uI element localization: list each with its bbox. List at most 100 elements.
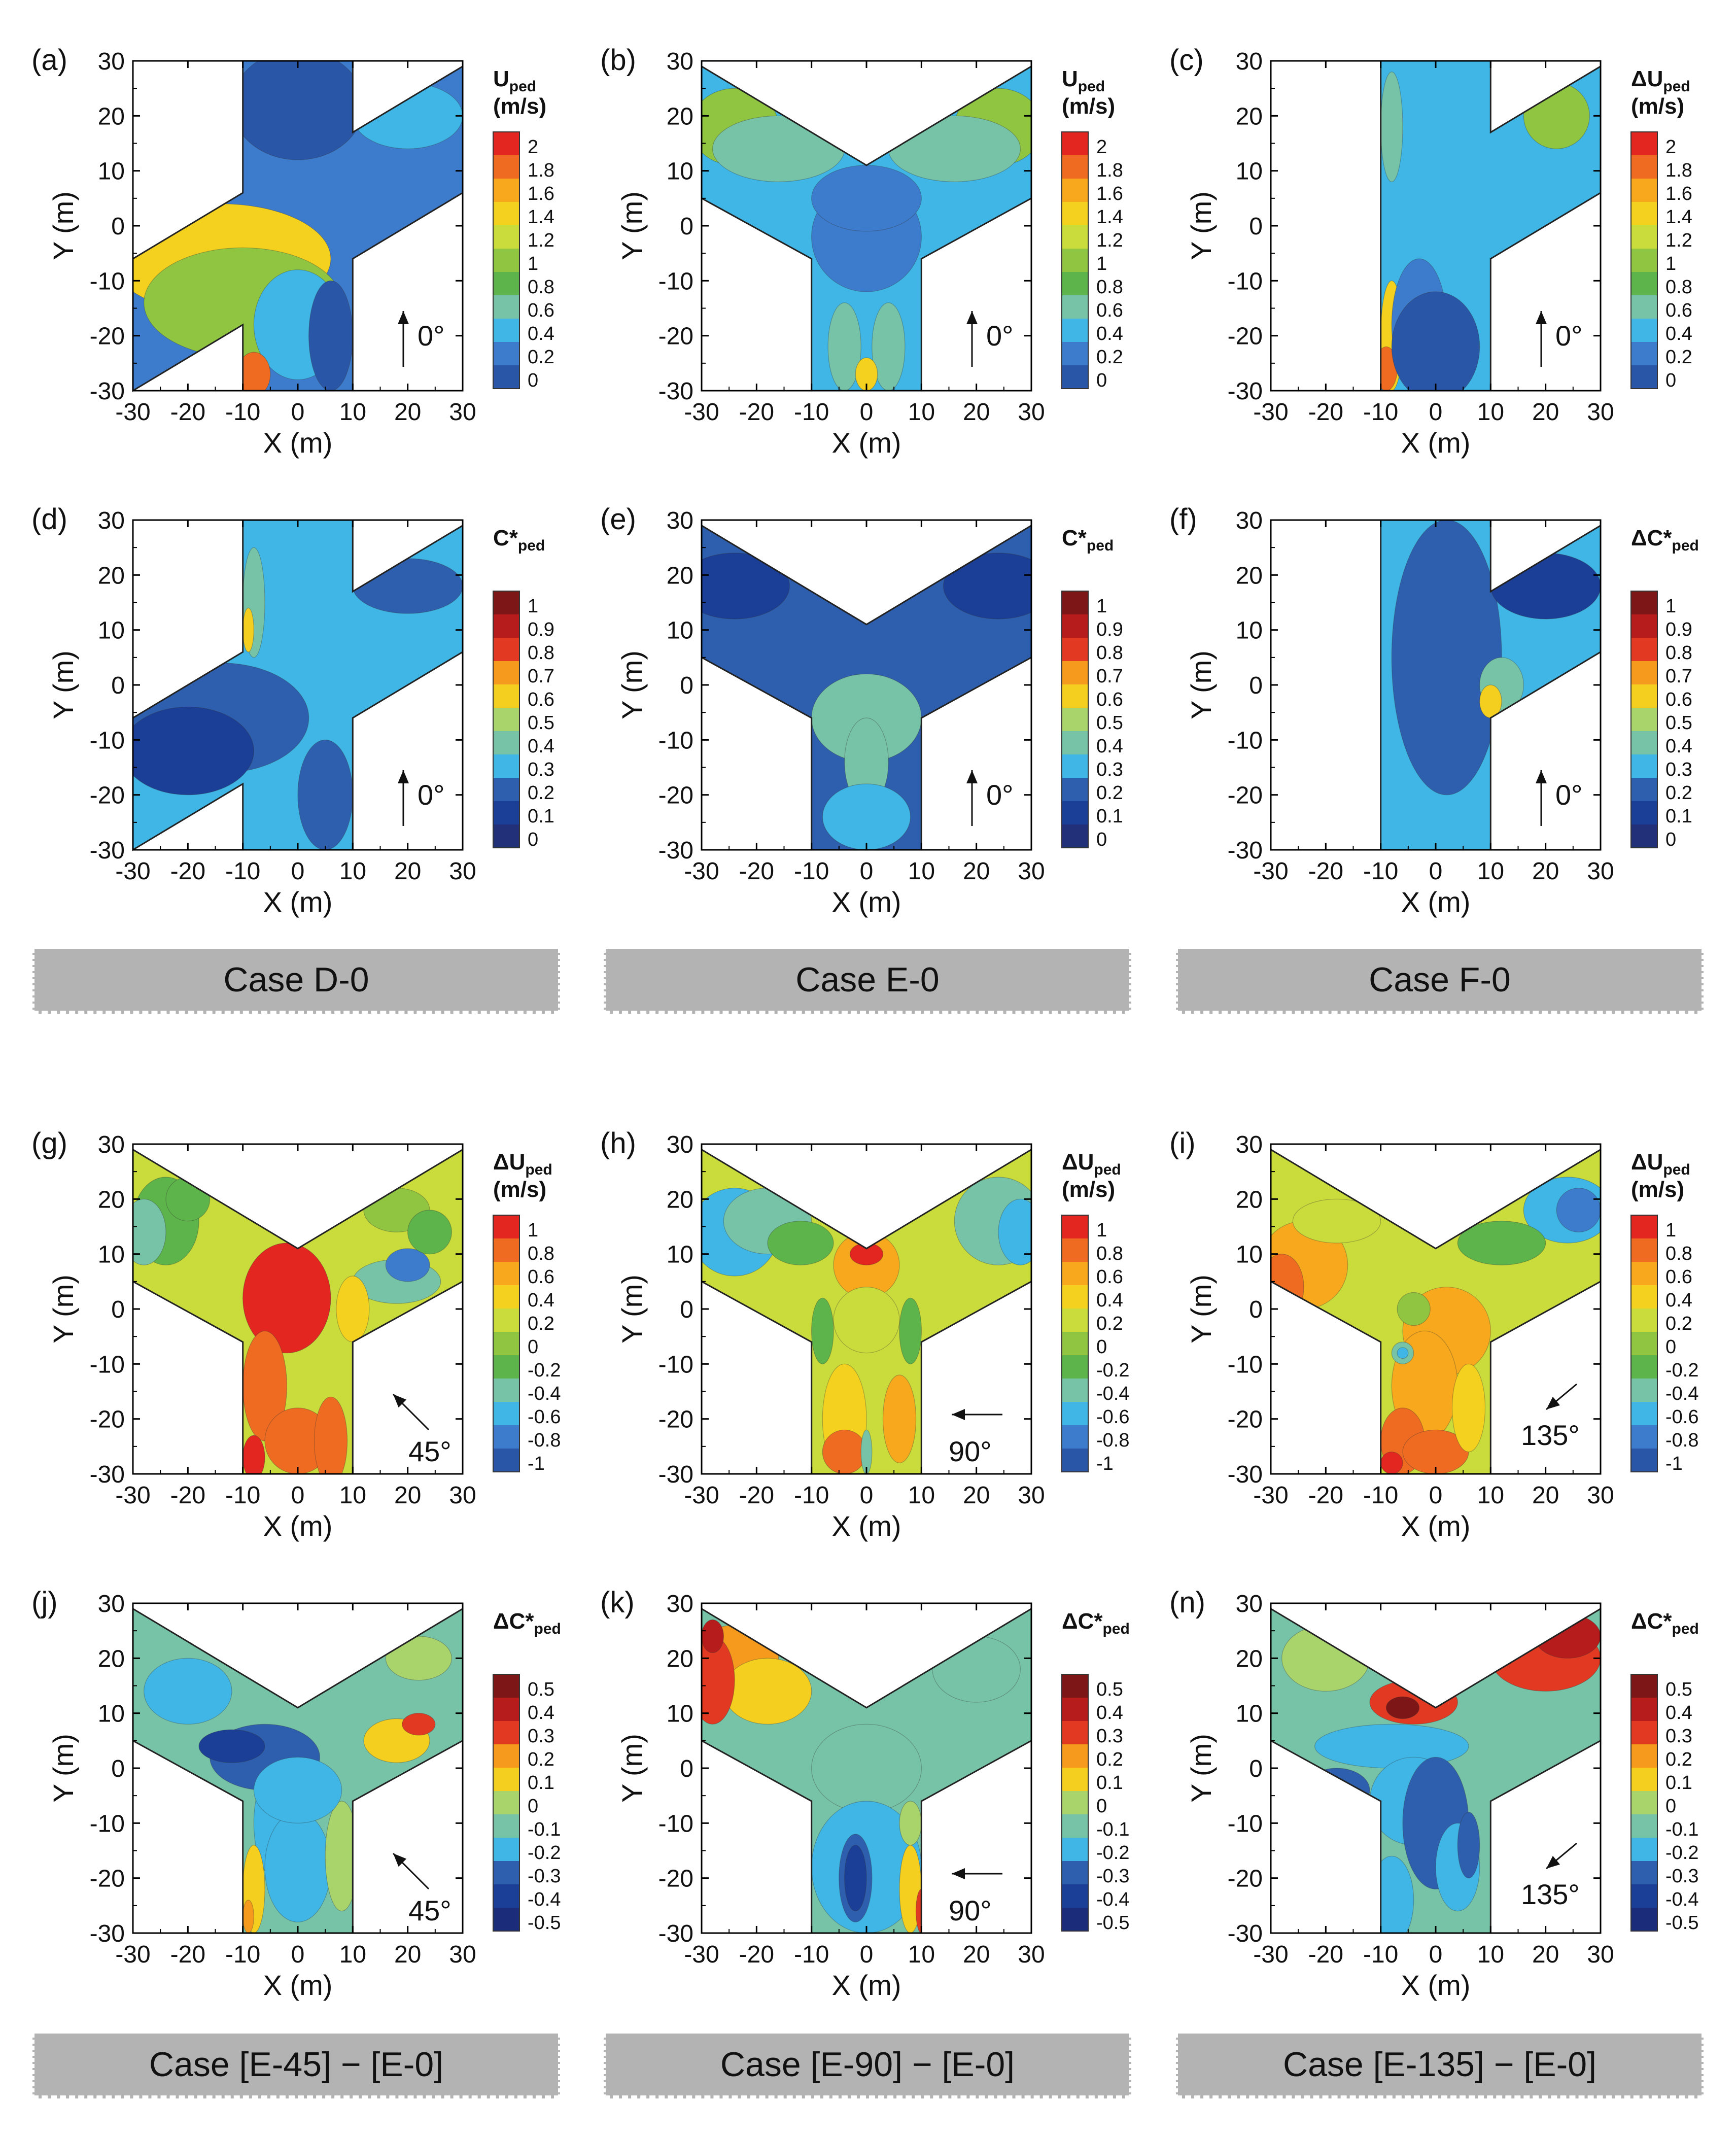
colorbar-tick-label: 0.8 bbox=[1665, 1243, 1692, 1264]
colorbar-tick-label: -0.4 bbox=[1665, 1889, 1698, 1910]
colorbar-tick-label: 0.8 bbox=[1096, 1243, 1123, 1264]
x-tick-label: -20 bbox=[739, 1941, 774, 1968]
colorbar-swatch bbox=[1631, 1355, 1657, 1379]
colorbar-swatch bbox=[1062, 179, 1088, 202]
x-tick-label: -30 bbox=[684, 858, 719, 885]
x-tick-label: -20 bbox=[1308, 858, 1343, 885]
panel-label: (d) bbox=[31, 503, 67, 536]
colorbar-title: ΔC*ped bbox=[1631, 526, 1699, 554]
colorbar-tick-label: -0.8 bbox=[528, 1430, 561, 1451]
colorbar-frame bbox=[493, 1674, 520, 1932]
colorbar-swatch bbox=[493, 319, 519, 342]
colorbar-swatch bbox=[1631, 1698, 1657, 1721]
colorbar-frame bbox=[493, 591, 520, 848]
x-axis-label: X (m) bbox=[832, 886, 901, 918]
colorbar-tick-label: 1.6 bbox=[1096, 183, 1123, 204]
colorbar-tick-label: 0.7 bbox=[1665, 666, 1692, 687]
y-tick-label: 30 bbox=[667, 48, 693, 75]
x-axis-label: X (m) bbox=[832, 1969, 901, 2001]
contour-region bbox=[314, 1396, 348, 1474]
colorbar-tick-label: 1.6 bbox=[528, 183, 554, 204]
contour-region bbox=[1556, 1188, 1601, 1232]
colorbar-tick-label: -1 bbox=[1096, 1453, 1114, 1474]
wind-direction-arrow: 0° bbox=[1536, 311, 1583, 367]
colorbar-swatch bbox=[1631, 824, 1657, 848]
y-tick-label: -10 bbox=[90, 1351, 125, 1378]
contour-field bbox=[702, 1149, 1031, 1474]
colorbar-swatch bbox=[1631, 1791, 1657, 1814]
x-tick-label: -30 bbox=[115, 858, 150, 885]
x-tick-label: 0 bbox=[291, 1482, 305, 1509]
colorbar-swatch bbox=[1062, 272, 1088, 295]
y-tick-label: 30 bbox=[98, 1131, 125, 1158]
colorbar-tick-label: 0 bbox=[528, 1336, 538, 1358]
y-tick-label: 20 bbox=[667, 1645, 693, 1672]
contour-region bbox=[385, 1636, 452, 1681]
y-axis-label: Y (m) bbox=[1185, 191, 1217, 260]
colorbar-swatch bbox=[493, 1262, 519, 1285]
contour-region bbox=[1397, 1292, 1431, 1326]
colorbar-swatch bbox=[493, 1814, 519, 1838]
y-axis-label: Y (m) bbox=[1185, 1734, 1217, 1803]
wind-direction-arrow: 0° bbox=[966, 311, 1014, 367]
x-tick-label: 30 bbox=[1018, 1482, 1045, 1509]
colorbar-swatch bbox=[1631, 1744, 1657, 1768]
x-tick-label: -10 bbox=[1363, 858, 1398, 885]
x-tick-label: 10 bbox=[339, 1482, 366, 1509]
x-tick-label: 20 bbox=[1532, 858, 1559, 885]
contour-region bbox=[242, 1435, 265, 1474]
colorbar-tick-label: 0.5 bbox=[1096, 1679, 1123, 1700]
colorbar-tick-label: 0.8 bbox=[528, 1243, 554, 1264]
y-tick-label: -10 bbox=[658, 727, 693, 754]
x-axis-label: X (m) bbox=[832, 427, 901, 459]
y-tick-label: 20 bbox=[1236, 103, 1263, 130]
street-outline bbox=[701, 524, 1032, 851]
street-outline bbox=[701, 1148, 1032, 1475]
colorbar-tick-label: 0.2 bbox=[1665, 1313, 1692, 1334]
colorbar-swatch bbox=[1062, 155, 1088, 179]
x-tick-label: 0 bbox=[860, 858, 874, 885]
colorbar-tick-label: 0.7 bbox=[1096, 666, 1123, 687]
colorbar-swatch bbox=[1631, 1908, 1657, 1931]
wind-arrow-head bbox=[1536, 770, 1547, 783]
colorbar-swatch bbox=[1631, 1215, 1657, 1238]
y-tick-label: 30 bbox=[1236, 48, 1263, 75]
colorbar-tick-label: -0.1 bbox=[528, 1819, 561, 1840]
wind-arrow-head bbox=[952, 1409, 965, 1420]
x-tick-label: -10 bbox=[225, 1941, 260, 1968]
colorbar-swatch bbox=[493, 272, 519, 295]
y-tick-label: 20 bbox=[98, 1186, 125, 1213]
colorbar-swatch bbox=[493, 1674, 519, 1698]
panel-k: -30 -20 -10 0 10 20 30 30 20 10 0 -10 -20 -30 X (m) Y (… bbox=[600, 1586, 1130, 2001]
contour-field bbox=[133, 61, 463, 391]
colorbar-swatch bbox=[1062, 661, 1088, 684]
x-tick-label: -10 bbox=[794, 399, 829, 426]
x-tick-label: -30 bbox=[1253, 1941, 1288, 1968]
colorbar-frame bbox=[1630, 591, 1658, 848]
colorbar-tick-label: -0.2 bbox=[1096, 1360, 1129, 1381]
colorbar-title: ΔUped bbox=[1631, 1150, 1690, 1178]
y-tick-label: -10 bbox=[658, 1810, 693, 1837]
colorbar-tick-label: 0.8 bbox=[1665, 277, 1692, 298]
contour-region bbox=[1292, 1198, 1381, 1244]
colorbar-swatch bbox=[1631, 1332, 1657, 1355]
colorbar-swatch bbox=[1062, 1285, 1088, 1308]
colorbar-tick-label: 0.4 bbox=[528, 1702, 554, 1724]
colorbar-tick-label: 0.5 bbox=[528, 712, 554, 734]
x-tick-label: 10 bbox=[908, 399, 935, 426]
colorbar-tick-label: -0.3 bbox=[1096, 1866, 1129, 1887]
colorbar-tick-label: 0.9 bbox=[1665, 619, 1692, 640]
panel-label: (b) bbox=[600, 44, 636, 77]
colorbar-swatch bbox=[1062, 1355, 1088, 1379]
street-outline bbox=[701, 1607, 1032, 1934]
colorbar-swatch bbox=[1631, 249, 1657, 272]
colorbar-tick-label: -0.5 bbox=[528, 1912, 561, 1934]
colorbar-tick-label: 0.2 bbox=[1665, 347, 1692, 368]
colorbar-tick-label: 0.6 bbox=[528, 1266, 554, 1288]
colorbar-tick-label: 1.4 bbox=[1096, 206, 1123, 228]
colorbar-swatch bbox=[1631, 1861, 1657, 1884]
colorbar-swatch bbox=[1062, 778, 1088, 801]
colorbar-tick-label: 0.5 bbox=[1665, 712, 1692, 734]
x-tick-label: 30 bbox=[1587, 399, 1614, 426]
